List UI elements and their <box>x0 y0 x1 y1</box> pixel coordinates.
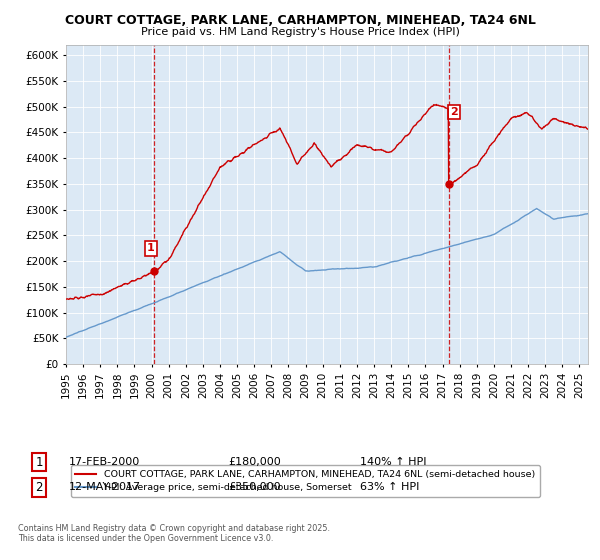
Text: 1: 1 <box>35 455 43 469</box>
Text: 63% ↑ HPI: 63% ↑ HPI <box>360 482 419 492</box>
Text: 2: 2 <box>450 107 458 117</box>
Text: Contains HM Land Registry data © Crown copyright and database right 2025.
This d: Contains HM Land Registry data © Crown c… <box>18 524 330 543</box>
Text: £350,000: £350,000 <box>228 482 281 492</box>
Text: 17-FEB-2000: 17-FEB-2000 <box>69 457 140 467</box>
Text: 12-MAY-2017: 12-MAY-2017 <box>69 482 141 492</box>
Text: 140% ↑ HPI: 140% ↑ HPI <box>360 457 427 467</box>
Legend: COURT COTTAGE, PARK LANE, CARHAMPTON, MINEHEAD, TA24 6NL (semi-detached house), : COURT COTTAGE, PARK LANE, CARHAMPTON, MI… <box>71 465 540 497</box>
Text: Price paid vs. HM Land Registry's House Price Index (HPI): Price paid vs. HM Land Registry's House … <box>140 27 460 37</box>
Text: COURT COTTAGE, PARK LANE, CARHAMPTON, MINEHEAD, TA24 6NL: COURT COTTAGE, PARK LANE, CARHAMPTON, MI… <box>65 14 535 27</box>
Text: 2: 2 <box>35 480 43 494</box>
Text: £180,000: £180,000 <box>228 457 281 467</box>
Text: 1: 1 <box>147 243 155 253</box>
